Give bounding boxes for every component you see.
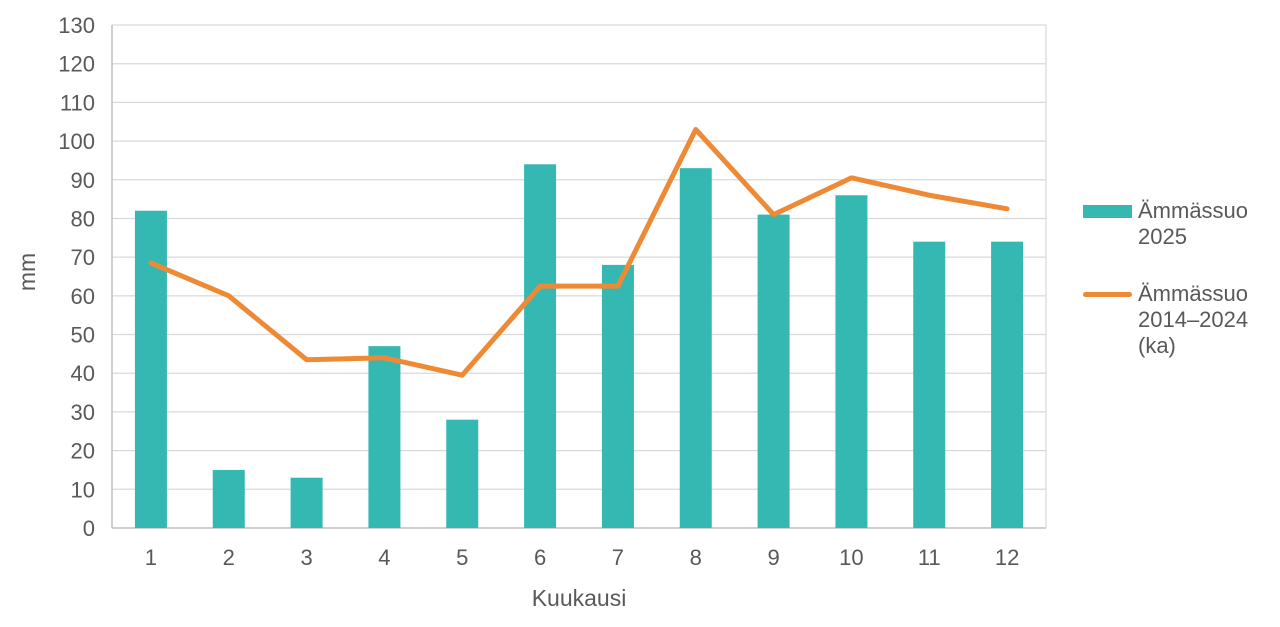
y-tick-label-20: 20 — [71, 439, 95, 464]
bar-month-12 — [991, 241, 1024, 528]
x-tick-label-3: 3 — [300, 545, 312, 570]
bar-month-7 — [601, 264, 634, 528]
y-tick-label-10: 10 — [71, 477, 95, 502]
y-tick-label-120: 120 — [58, 52, 95, 77]
x-tick-label-8: 8 — [690, 545, 702, 570]
y-tick-label-0: 0 — [83, 516, 95, 541]
bar-month-5 — [446, 419, 479, 528]
x-tick-label-6: 6 — [534, 545, 546, 570]
bar-month-10 — [835, 195, 868, 528]
y-tick-label-110: 110 — [60, 90, 95, 115]
y-tick-label-100: 100 — [58, 129, 95, 154]
y-tick-label-130: 130 — [58, 13, 95, 38]
x-tick-label-2: 2 — [223, 545, 235, 570]
x-tick-label-11: 11 — [918, 545, 941, 570]
legend-label-average: Ämmässuo 2014–2024 (ka) — [1138, 281, 1249, 358]
bar-month-3 — [290, 477, 323, 528]
legend-item-2025: Ämmässuo 2025 — [1083, 198, 1256, 250]
average-line — [148, 126, 1010, 378]
legend: Ämmässuo 2025 Ämmässuo 2014–2024 (ka) — [1083, 198, 1256, 359]
y-tick-label-90: 90 — [71, 168, 95, 193]
bar-month-11 — [913, 241, 946, 528]
y-tick-label-60: 60 — [71, 284, 95, 309]
x-tick-label-10: 10 — [839, 545, 863, 570]
legend-bar-swatch — [1083, 205, 1132, 218]
bar-month-8 — [679, 168, 712, 528]
x-tick-label-4: 4 — [378, 545, 390, 570]
y-tick-label-40: 40 — [71, 361, 95, 386]
x-tick-label-1: 1 — [145, 545, 157, 570]
bar-month-2 — [212, 469, 245, 528]
x-tick-label-9: 9 — [767, 545, 779, 570]
bar-month-6 — [524, 164, 557, 529]
x-axis-title: Kuukausi — [531, 585, 627, 611]
x-tick-label-5: 5 — [456, 545, 468, 570]
legend-label-2025: Ämmässuo 2025 — [1138, 198, 1249, 249]
bar-month-9 — [757, 214, 790, 529]
x-tick-label-12: 12 — [995, 545, 1019, 570]
x-tick-label-7: 7 — [612, 545, 624, 570]
y-tick-label-70: 70 — [71, 245, 95, 270]
y-tick-label-30: 30 — [71, 400, 95, 425]
legend-line-swatch — [1083, 292, 1132, 297]
y-tick-label-80: 80 — [71, 206, 95, 231]
legend-item-average: Ämmässuo 2014–2024 (ka) — [1083, 281, 1256, 359]
bar-month-4 — [368, 346, 401, 528]
y-tick-label-50: 50 — [71, 323, 95, 348]
y-axis-title: mm — [14, 252, 40, 292]
bar-month-1 — [134, 210, 167, 528]
